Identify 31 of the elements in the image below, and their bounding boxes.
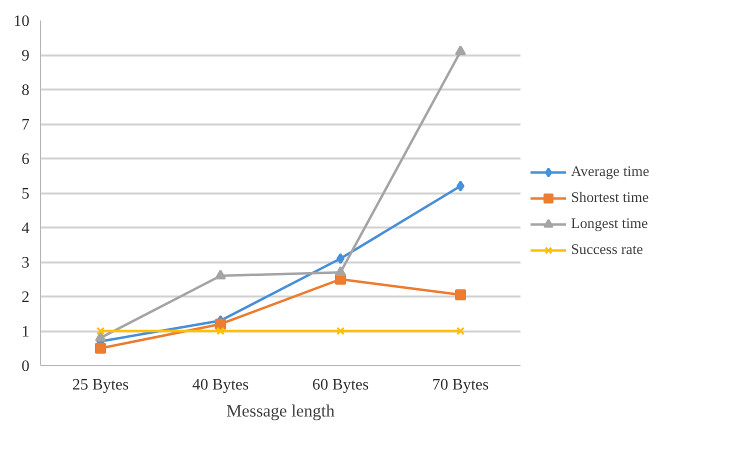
y-tick-label: 1 xyxy=(22,324,30,340)
x-tick-label: 40 Bytes xyxy=(192,376,249,394)
x-tick-label: 60 Bytes xyxy=(312,376,369,394)
y-tick-label: 10 xyxy=(14,13,30,30)
y-tick-label: 5 xyxy=(22,186,30,202)
y-tick-label: 8 xyxy=(22,82,30,99)
point xyxy=(95,342,106,354)
point xyxy=(336,326,345,336)
y-tick-label: 7 xyxy=(22,116,30,134)
y-tick-label: 9 xyxy=(22,48,30,64)
y-tick-label: 0 xyxy=(22,358,30,375)
point xyxy=(335,266,346,276)
y-tick-label: 4 xyxy=(22,220,30,237)
legend-label: Average time xyxy=(571,164,650,180)
point xyxy=(455,45,466,56)
point xyxy=(95,332,106,342)
legend-label: Shortest time xyxy=(571,190,649,206)
point xyxy=(215,270,226,280)
point xyxy=(215,318,226,330)
point xyxy=(216,326,225,336)
legend-label: Longest time xyxy=(571,216,648,232)
y-tick-label: 2 xyxy=(22,289,30,306)
point xyxy=(455,289,466,300)
point xyxy=(96,326,105,336)
x-tick-label: 25 Bytes xyxy=(72,376,129,394)
point xyxy=(456,326,465,336)
x-tick-label: 70 Bytes xyxy=(432,376,489,394)
y-tick-label: 3 xyxy=(22,254,30,272)
x-axis-title: Message length xyxy=(226,402,335,420)
legend-label: Success rate xyxy=(571,242,644,258)
y-tick-label: 6 xyxy=(22,151,30,168)
